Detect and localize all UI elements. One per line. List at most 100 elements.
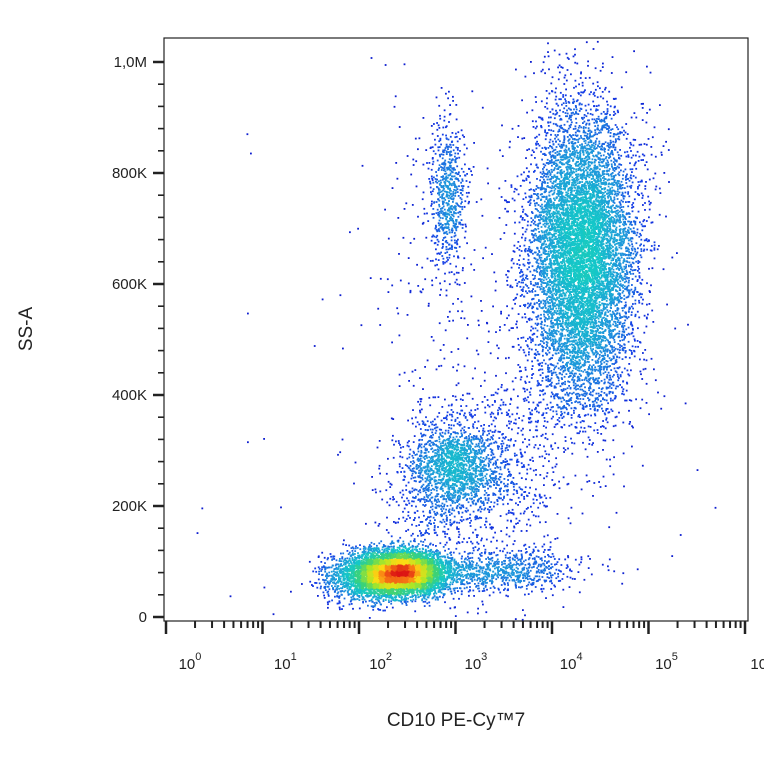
event-dot xyxy=(345,544,347,546)
event-dot xyxy=(393,548,395,550)
event-dot xyxy=(437,585,439,587)
event-dot xyxy=(350,562,352,564)
event-dot xyxy=(378,542,380,544)
event-dot xyxy=(415,596,417,598)
event-dot xyxy=(332,565,334,567)
event-dot xyxy=(437,599,439,601)
event-dot xyxy=(340,553,342,555)
event-dot xyxy=(412,595,414,597)
event-dot xyxy=(453,552,455,554)
event-dot xyxy=(466,570,468,572)
event-dot xyxy=(450,582,452,584)
event-dot xyxy=(439,556,441,558)
event-dot xyxy=(372,609,374,611)
event-dot xyxy=(440,575,442,577)
event-dot xyxy=(371,542,373,544)
event-dot xyxy=(383,550,385,552)
event-dot xyxy=(342,553,344,555)
event-dot xyxy=(352,550,354,552)
event-dot xyxy=(388,599,390,601)
event-dot xyxy=(401,544,403,546)
event-dot xyxy=(373,543,375,545)
event-dot xyxy=(434,551,436,553)
event-dot xyxy=(452,583,454,585)
event-dot xyxy=(417,594,419,596)
event-dot xyxy=(371,601,373,603)
event-dot xyxy=(369,617,371,619)
event-dot xyxy=(403,543,405,545)
event-dot xyxy=(406,604,408,606)
event-dot xyxy=(331,567,333,569)
event-dot xyxy=(468,595,470,597)
event-dot xyxy=(439,596,441,598)
event-dot xyxy=(372,552,374,554)
event-dot xyxy=(336,559,338,561)
event-dot xyxy=(410,596,412,598)
event-dot xyxy=(391,598,393,600)
event-dot xyxy=(443,594,445,596)
event-dot xyxy=(354,550,356,552)
event-dot xyxy=(401,599,403,601)
event-dot xyxy=(407,594,409,596)
event-dot xyxy=(390,546,392,548)
event-dot xyxy=(327,593,329,595)
event-dot xyxy=(417,592,419,594)
event-dot xyxy=(469,586,471,588)
event-dot xyxy=(431,590,433,592)
event-dot xyxy=(394,594,396,596)
event-dot xyxy=(473,595,475,597)
event-dot xyxy=(365,601,367,603)
event-dot xyxy=(443,546,445,548)
event-dot xyxy=(429,553,431,555)
event-dot xyxy=(436,582,438,584)
event-dot xyxy=(439,560,441,562)
event-dot xyxy=(438,567,440,569)
event-dot xyxy=(438,587,440,589)
event-dot xyxy=(399,537,401,539)
event-dot xyxy=(456,577,458,579)
event-dot xyxy=(408,593,410,595)
event-dot xyxy=(427,547,429,549)
event-dot xyxy=(447,589,449,591)
event-dot xyxy=(385,545,387,547)
event-dot xyxy=(380,540,382,542)
event-dot xyxy=(321,552,323,554)
event-dot xyxy=(347,550,349,552)
event-dot xyxy=(407,601,409,603)
event-dot xyxy=(479,580,481,582)
event-dot xyxy=(390,603,392,605)
event-dot xyxy=(350,554,352,556)
event-dot xyxy=(386,550,388,552)
event-dot xyxy=(441,592,443,594)
event-dot xyxy=(420,593,422,595)
event-dot xyxy=(359,599,361,601)
event-dot xyxy=(348,563,350,565)
event-dot xyxy=(415,600,417,602)
event-dot xyxy=(420,595,422,597)
event-dot xyxy=(343,564,345,566)
event-dot xyxy=(340,560,342,562)
event-dot xyxy=(369,600,371,602)
event-dot xyxy=(405,601,407,603)
event-dot xyxy=(403,599,405,601)
event-dot xyxy=(444,536,446,538)
event-dot xyxy=(455,548,457,550)
event-dot xyxy=(407,598,409,600)
event-dot xyxy=(395,554,397,556)
event-dot xyxy=(471,557,473,559)
event-dot xyxy=(400,593,402,595)
event-dot xyxy=(447,554,449,556)
event-dot xyxy=(464,587,466,589)
event-dot xyxy=(397,547,399,549)
event-dot xyxy=(441,580,443,582)
event-dot xyxy=(331,559,333,561)
event-dot xyxy=(435,545,437,547)
event-dot xyxy=(414,610,416,612)
event-dot xyxy=(359,608,361,610)
event-dot xyxy=(435,599,437,601)
event-dot xyxy=(357,547,359,549)
event-dot xyxy=(434,588,436,590)
event-dot xyxy=(434,592,436,594)
